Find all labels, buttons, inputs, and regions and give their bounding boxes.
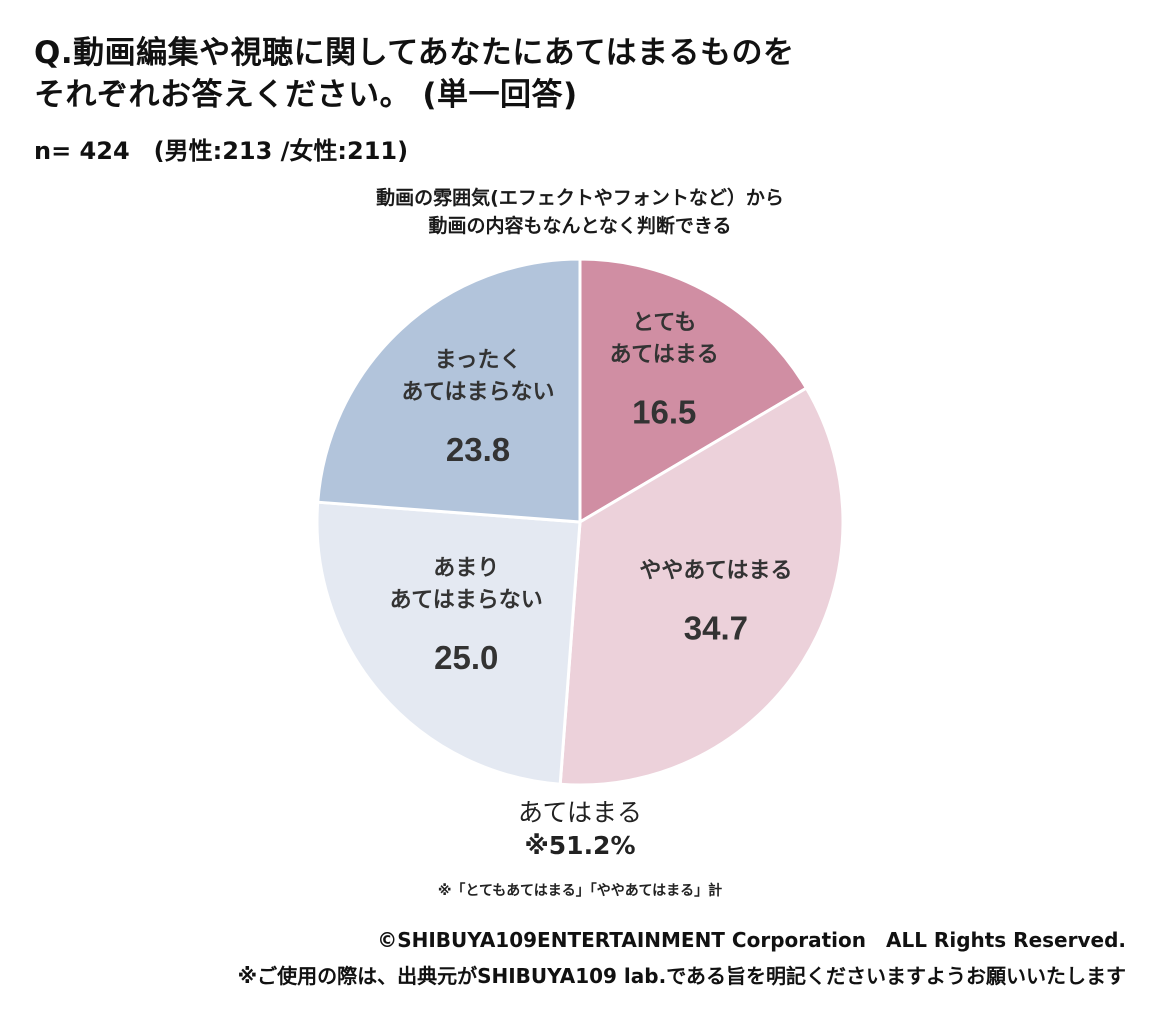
slice-label-2-line-0: あまり	[433, 556, 499, 581]
chart-title: 動画の雰囲気(エフェクトやフォントなど）から 動画の内容もなんとなく判断できる	[230, 184, 930, 240]
question-line-2: それぞれお答えください。 (単一回答)	[34, 77, 578, 113]
sample-size: n= 424 (男性:213 /女性:211)	[34, 137, 409, 165]
slice-value-3: 23.8	[446, 431, 510, 468]
copyright: ©SHIBUYA109ENTERTAINMENT Corporation ALL…	[377, 928, 1126, 952]
slice-value-1: 34.7	[684, 609, 748, 646]
chart-title-line-2: 動画の内容もなんとなく判断できる	[428, 215, 732, 237]
pie-slice-1	[558, 386, 845, 787]
pie-slice-0	[578, 257, 808, 524]
slice-label-1-line-0: ややあてはまる	[639, 558, 792, 583]
question-line-1: Q.動画編集や視聴に関してあなたにあてはまるものを	[34, 35, 795, 71]
usage-note: ※ご使用の際は、出典元がSHIBUYA109 lab.である旨を明記くださいます…	[237, 964, 1126, 988]
summary-value: ※51.2%	[524, 831, 636, 860]
summary: あてはまる ※51.2%	[430, 797, 730, 863]
footnote: ※「とてもあてはまる」「ややあてはまる」計	[437, 883, 723, 899]
pie-slice-3	[316, 257, 582, 524]
pie-slice-2	[315, 500, 582, 786]
question-title: Q.動画編集や視聴に関してあなたにあてはまるものを それぞれお答えください。 (…	[34, 32, 795, 116]
slice-label-3-line-1: あてはまらない	[401, 380, 554, 405]
slice-label-3-line-0: まったく	[434, 348, 521, 373]
slice-label-2-line-1: あてはまらない	[390, 588, 543, 613]
slice-label-0-line-0: とても	[632, 310, 696, 335]
slice-label-0-line-1: あてはまる	[610, 342, 719, 367]
slice-value-0: 16.5	[632, 393, 696, 430]
summary-label: あてはまる	[517, 798, 642, 827]
slice-value-2: 25.0	[434, 639, 498, 676]
chart-title-line-1: 動画の雰囲気(エフェクトやフォントなど）から	[376, 187, 784, 209]
